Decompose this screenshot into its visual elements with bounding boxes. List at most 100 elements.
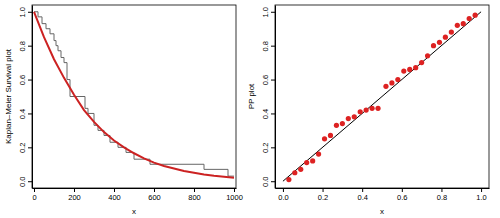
y-tick-label: 0.6: [261, 75, 270, 85]
x-tick: 0.8: [437, 188, 447, 202]
x-tick: 400: [108, 188, 121, 202]
x-tick-mark: [481, 188, 482, 192]
point: [352, 114, 357, 119]
y-tick-mark: [271, 113, 275, 114]
y-tick-mark: [271, 12, 275, 13]
x-tick: 1000: [226, 188, 243, 202]
y-tick-mark: [271, 147, 275, 148]
y-axis-line: [32, 6, 33, 189]
y-axis: 0.0 0.2 0.4 0.6 0.8 1.0: [18, 6, 33, 189]
point: [334, 123, 339, 128]
point: [286, 177, 291, 182]
point: [340, 121, 345, 126]
point: [292, 170, 297, 175]
x-axis-line: [33, 188, 237, 189]
x-tick: 0: [32, 188, 36, 202]
point: [425, 53, 430, 58]
y-tick-label: 0.2: [261, 143, 270, 153]
y-tick-label: 0.2: [18, 143, 27, 153]
x-tick-mark: [194, 188, 195, 192]
y-tick: 0.4: [18, 109, 32, 119]
y-tick-label: 0.4: [261, 109, 270, 119]
y-axis-line: [275, 6, 276, 189]
point: [389, 80, 394, 85]
y-tick: 0.6: [18, 75, 32, 85]
x-tick-label: 0.4: [357, 193, 367, 202]
y-tick: 0.6: [261, 75, 275, 85]
x-tick-label: 600: [148, 193, 161, 202]
x-tick-mark: [402, 188, 403, 192]
x-axis: 0 200 400 600 800 1000: [32, 188, 242, 202]
x-tick-mark: [34, 188, 35, 192]
x-tick-label: 400: [108, 193, 121, 202]
x-tick-label: 0.8: [437, 193, 447, 202]
point: [383, 84, 388, 89]
x-tick-mark: [323, 188, 324, 192]
x-tick-label: 0.2: [318, 193, 328, 202]
panel: 0.0 0.2 0.4 0.6 0.8 1.0 0.0 0.2 0.4 0.6 0.8 1.0 x PP …: [247, 5, 490, 216]
y-tick: 0.4: [261, 109, 275, 119]
x-tick: 0.6: [397, 188, 407, 202]
y-tick-label: 1.0: [18, 7, 27, 17]
x-tick: 0.4: [357, 188, 367, 202]
figure: 0 200 400 600 800 1000 0.0 0.2 0.4 0.6 0.8 1.0 x Kapl…: [0, 0, 500, 218]
y-tick-mark: [28, 113, 32, 114]
point: [310, 158, 315, 163]
line: [283, 12, 481, 181]
y-tick: 0.8: [261, 41, 275, 51]
point: [322, 136, 327, 141]
x-tick-label: 800: [188, 193, 201, 202]
y-tick-label: 1.0: [261, 7, 270, 17]
y-tick-label: 0.0: [18, 177, 27, 187]
y-tick-mark: [271, 181, 275, 182]
y-tick-mark: [271, 46, 275, 47]
x-tick: 800: [188, 188, 201, 202]
x-axis-title: x: [380, 207, 384, 216]
point: [401, 68, 406, 73]
point: [328, 133, 333, 138]
point: [467, 16, 472, 21]
point: [419, 60, 424, 65]
point: [369, 106, 374, 111]
y-axis: 0.0 0.2 0.4 0.6 0.8 1.0: [261, 6, 276, 189]
line: [34, 12, 234, 178]
x-tick-label: 1000: [226, 193, 243, 202]
x-tick-mark: [283, 188, 284, 192]
y-tick-label: 0.8: [18, 41, 27, 51]
point: [395, 77, 400, 82]
y-tick-mark: [28, 46, 32, 47]
point: [375, 106, 380, 111]
y-tick: 0.2: [18, 143, 32, 153]
y-tick-mark: [28, 147, 32, 148]
x-tick-mark: [74, 188, 75, 192]
y-tick-label: 0.0: [261, 177, 270, 187]
point: [413, 65, 418, 70]
plot-frame: [32, 5, 236, 188]
plot-frame: [275, 5, 489, 188]
x-tick-mark: [441, 188, 442, 192]
y-tick-label: 0.8: [261, 41, 270, 51]
y-tick-label: 0.4: [18, 109, 27, 119]
y-tick-label: 0.6: [18, 75, 27, 85]
x-axis: 0.0 0.2 0.4 0.6 0.8 1.0: [276, 188, 490, 202]
plot-area: [283, 12, 481, 182]
panel: 020040060080010000.00.20.40.60.81.0xKapl…: [4, 5, 243, 216]
y-axis-title: Kaplan–Meier Survival plot: [4, 48, 13, 144]
point: [316, 152, 321, 157]
y-tick: 1.0: [261, 7, 275, 17]
x-tick: 0.0: [278, 188, 288, 202]
point: [346, 116, 351, 121]
y-tick: 0.0: [18, 177, 32, 187]
y-tick-mark: [28, 80, 32, 81]
x-tick: 600: [148, 188, 161, 202]
point: [304, 160, 309, 165]
x-tick: 200: [68, 188, 81, 202]
point: [455, 23, 460, 28]
y-tick-mark: [271, 80, 275, 81]
y-tick: 0.2: [261, 143, 275, 153]
y-axis-title: PP plot: [247, 83, 256, 109]
point: [461, 21, 466, 26]
x-tick-mark: [234, 188, 235, 192]
point: [407, 67, 412, 72]
x-tick: 1.0: [476, 188, 486, 202]
